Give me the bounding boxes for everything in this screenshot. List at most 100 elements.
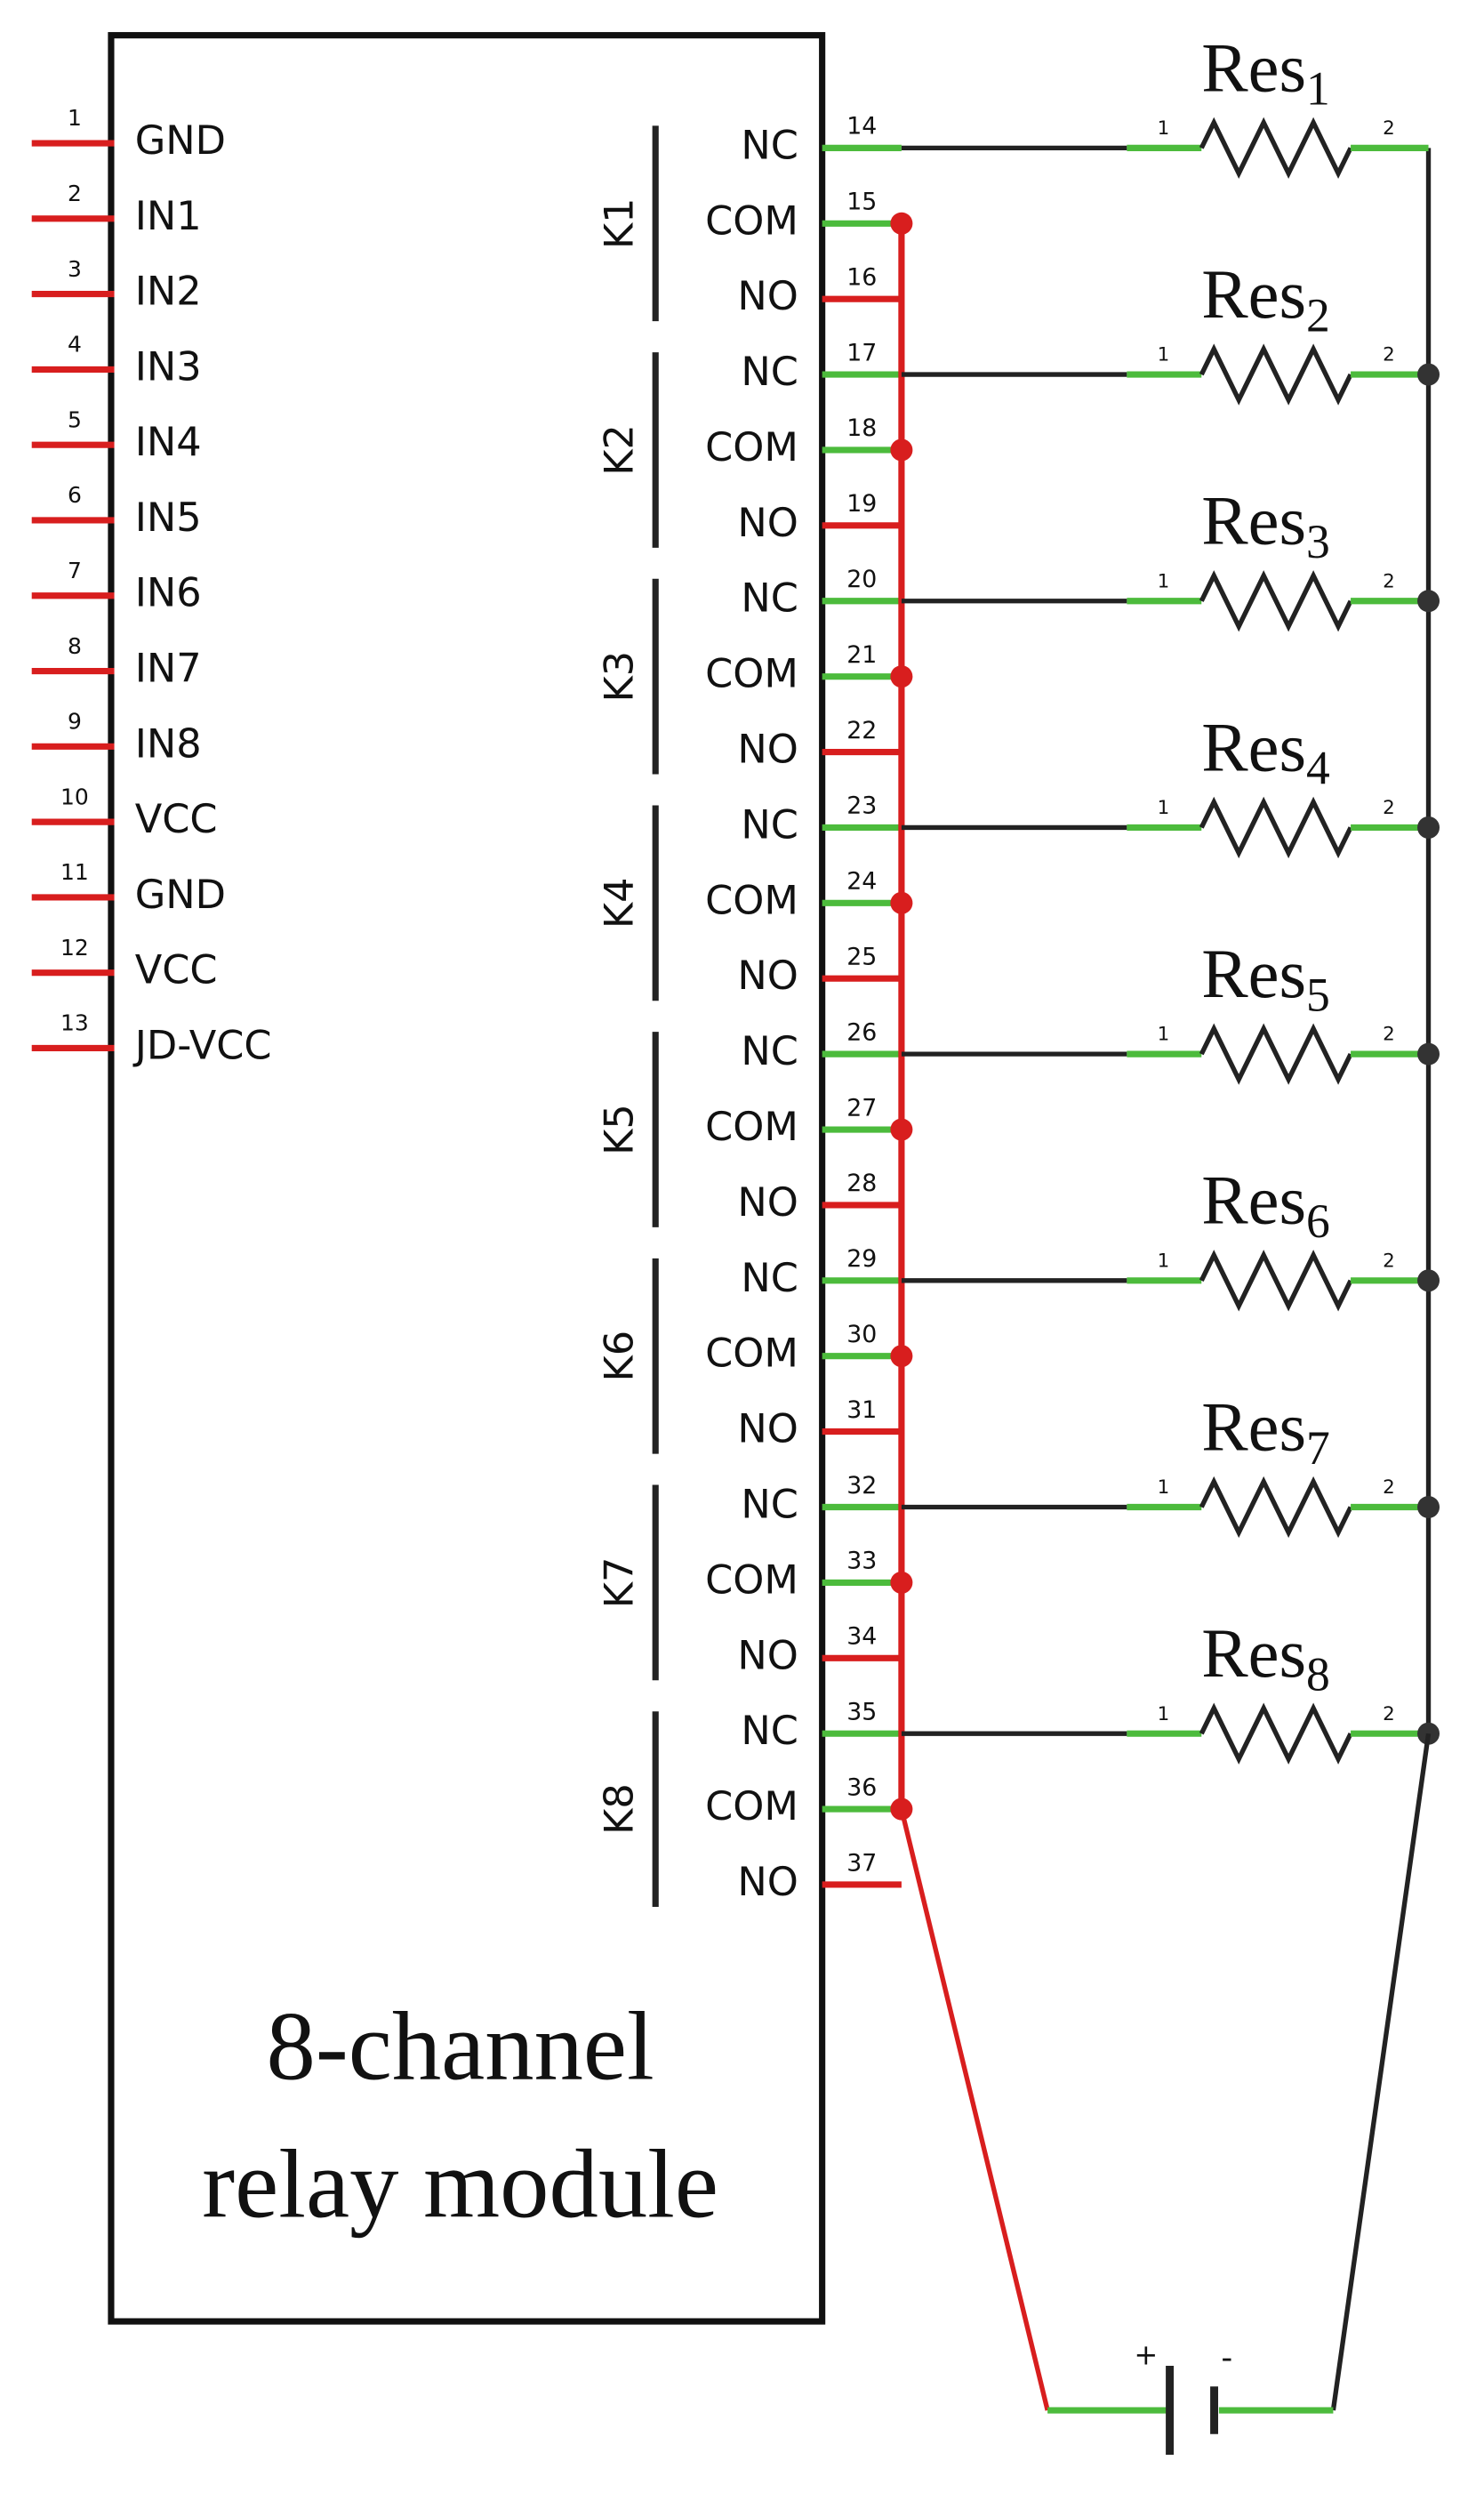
resistor-index: 2	[1306, 289, 1330, 342]
pin-label: NC	[741, 575, 798, 622]
pin-number: 2	[68, 181, 82, 206]
pin-number: 32	[846, 1472, 877, 1500]
resistor-pin: 2	[1383, 1250, 1395, 1272]
resistor	[1199, 1023, 1353, 1085]
pin-number: 33	[846, 1548, 877, 1575]
pin-label: NO	[737, 500, 798, 546]
pin-label: COM	[705, 877, 798, 923]
pin-label: IN7	[135, 646, 202, 692]
pin-number: 22	[846, 717, 877, 744]
module-title: 8-channel	[267, 1990, 654, 2100]
pin-number: 27	[846, 1094, 877, 1122]
pin-label: NO	[737, 1406, 798, 1452]
pin-number: 14	[846, 113, 877, 141]
relay-label: K4	[597, 878, 643, 929]
pin-number: 8	[68, 633, 82, 659]
junction	[1417, 590, 1440, 613]
relay-label: K7	[597, 1557, 643, 1609]
battery-minus: -	[1221, 2340, 1232, 2376]
junction	[1417, 1496, 1440, 1518]
resistor-pin: 1	[1158, 797, 1170, 819]
pin-label: IN8	[135, 720, 202, 767]
resistor-pin: 1	[1158, 570, 1170, 592]
resistor-label: Res1	[1201, 28, 1330, 116]
resistor-pin: 1	[1158, 1250, 1170, 1272]
resistor-name: Res	[1201, 482, 1306, 559]
pin-label: COM	[705, 424, 798, 470]
pin-number: 1	[68, 105, 82, 131]
pin-number: 7	[68, 558, 82, 583]
resistor-pin: 2	[1383, 344, 1395, 366]
junction	[1417, 363, 1440, 386]
resistor-name: Res	[1201, 28, 1306, 106]
pin-label: IN4	[135, 419, 202, 465]
resistor-index: 7	[1306, 1421, 1330, 1475]
pin-number: 4	[68, 332, 82, 358]
resistor-pin: 1	[1158, 1703, 1170, 1725]
resistor-pin: 1	[1158, 344, 1170, 366]
pin-number: 18	[846, 414, 877, 442]
junction	[890, 1345, 913, 1368]
resistor-pin: 2	[1383, 1703, 1395, 1725]
pin-number: 37	[846, 1849, 877, 1877]
junction	[1417, 1269, 1440, 1292]
battery-plus: +	[1134, 2337, 1158, 2371]
resistor-name: Res	[1201, 255, 1306, 333]
resistor-name: Res	[1201, 1162, 1306, 1239]
resistor	[1199, 570, 1353, 632]
resistor-pin: 1	[1158, 117, 1170, 140]
resistor	[1199, 343, 1353, 406]
resistor-label: Res7	[1201, 1387, 1330, 1475]
junction	[1417, 1042, 1440, 1066]
resistor-pin: 2	[1383, 797, 1395, 819]
pin-number: 21	[846, 641, 877, 669]
pin-label: COM	[705, 1783, 798, 1829]
resistor-index: 8	[1306, 1648, 1330, 1701]
pin-number: 10	[60, 784, 89, 809]
pin-number: 29	[846, 1245, 877, 1273]
relay-label: K2	[597, 424, 643, 476]
junction	[890, 212, 913, 235]
pin-label: COM	[705, 1104, 798, 1150]
resistor-index: 3	[1306, 515, 1330, 568]
pin-label: COM	[705, 197, 798, 244]
pin-label: NO	[737, 727, 798, 773]
resistor-pin: 2	[1383, 117, 1395, 140]
resistor-index: 6	[1306, 1194, 1330, 1248]
pin-label: GND	[135, 872, 226, 918]
junction	[890, 1571, 913, 1594]
resistor-index: 1	[1306, 62, 1330, 116]
resistor-pin: 1	[1158, 1024, 1170, 1046]
pin-label: NO	[737, 1632, 798, 1678]
pin-number: 5	[68, 406, 82, 432]
pin-label: COM	[705, 651, 798, 697]
pin-label: NO	[737, 273, 798, 319]
resistor-pin: 2	[1383, 1476, 1395, 1499]
resistor-label: Res4	[1201, 708, 1330, 795]
resistor-label: Res5	[1201, 935, 1330, 1022]
resistor-pin: 2	[1383, 1024, 1395, 1046]
resistor-index: 5	[1306, 969, 1330, 1022]
relay-label: K6	[597, 1331, 643, 1382]
resistor-pin: 1	[1158, 1476, 1170, 1499]
pin-number: 9	[68, 709, 82, 735]
pin-label: IN6	[135, 570, 202, 616]
pin-number: 30	[846, 1321, 877, 1348]
resistor	[1199, 796, 1353, 859]
pin-label: JD-VCC	[132, 1022, 272, 1068]
resistor	[1199, 1250, 1353, 1312]
pin-number: 34	[846, 1623, 877, 1651]
pin-label: IN3	[135, 343, 202, 390]
pin-label: GND	[135, 117, 226, 164]
pin-number: 26	[846, 1018, 877, 1046]
pin-label: IN1	[135, 193, 202, 239]
resistor-name: Res	[1201, 708, 1306, 785]
pin-number: 12	[60, 935, 89, 961]
pin-label: COM	[705, 1556, 798, 1603]
pin-label: NC	[741, 1255, 798, 1301]
pin-label: IN5	[135, 495, 202, 541]
pin-number: 17	[846, 339, 877, 366]
pin-label: NO	[737, 953, 798, 999]
relay-label: K3	[597, 651, 643, 703]
